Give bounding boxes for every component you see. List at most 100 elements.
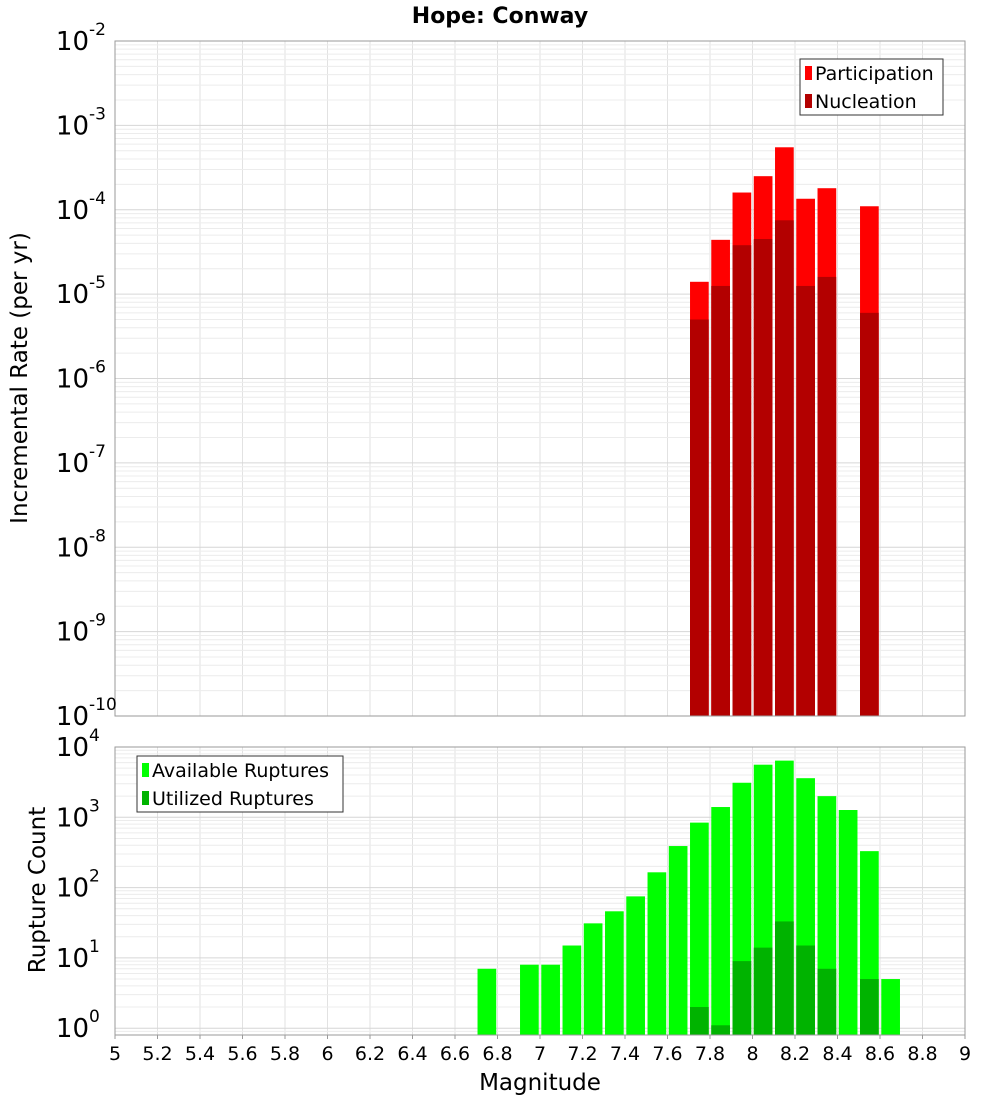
- legend: Participation Nucleation: [799, 58, 944, 116]
- legend-label: Utilized Ruptures: [152, 788, 314, 810]
- x-axis-label: Magnitude: [479, 1070, 601, 1096]
- bar: [690, 822, 709, 1035]
- rate-y-axis-label: Incremental Rate (per yr): [7, 232, 33, 524]
- count-y-axis-label: Rupture Count: [25, 807, 51, 973]
- bar: [690, 319, 709, 716]
- bar: [753, 239, 773, 716]
- x-tick-label: 7.8: [695, 1043, 725, 1065]
- y-tick-label: 10: [56, 365, 89, 395]
- bar: [753, 947, 773, 1035]
- x-tick-label: 7.4: [610, 1043, 640, 1065]
- y-tick-label: 10: [56, 27, 89, 57]
- y-tick-exponent: -3: [89, 104, 106, 124]
- x-tick-label: 6.4: [397, 1043, 427, 1065]
- bar: [583, 923, 603, 1035]
- y-tick-exponent: -10: [89, 695, 117, 715]
- y-tick-label: 10: [56, 803, 89, 833]
- series-nucleation: [690, 220, 879, 717]
- y-tick-exponent: -6: [89, 358, 106, 378]
- series-utilized-ruptures: [690, 921, 879, 1035]
- y-tick-exponent: -5: [89, 273, 106, 293]
- x-tick-label: 5: [109, 1043, 121, 1065]
- bar: [796, 945, 815, 1035]
- bar: [626, 896, 645, 1035]
- y-tick-exponent: -4: [89, 189, 106, 209]
- y-tick-label: 10: [56, 733, 89, 763]
- x-tick-label: 8.8: [907, 1043, 937, 1065]
- y-tick-exponent: -2: [89, 20, 106, 40]
- y-tick-exponent: -9: [89, 611, 106, 631]
- x-tick-label: 6.6: [440, 1043, 470, 1065]
- legend-swatch: [805, 66, 812, 80]
- x-tick-label: 5.2: [142, 1043, 172, 1065]
- bar: [817, 968, 837, 1035]
- legend-swatch: [142, 791, 149, 805]
- bar: [881, 979, 900, 1035]
- y-tick-exponent: 0: [89, 1007, 100, 1027]
- x-tick-label: 6.8: [482, 1043, 512, 1065]
- x-tick-label: 8: [746, 1043, 758, 1065]
- bar: [541, 964, 560, 1035]
- x-tick-label: 7.6: [652, 1043, 682, 1065]
- y-tick-label: 10: [56, 449, 89, 479]
- bar: [817, 276, 837, 716]
- y-tick-exponent: 1: [89, 937, 100, 957]
- y-tick-exponent: -7: [89, 442, 106, 462]
- bar: [732, 961, 752, 1035]
- legend-label: Available Ruptures: [152, 760, 329, 782]
- bar: [562, 945, 582, 1035]
- x-tick-label: 6: [321, 1043, 333, 1065]
- y-tick-label: 10: [56, 702, 89, 732]
- plot-border: [114, 40, 966, 717]
- bar: [732, 245, 752, 717]
- y-tick-exponent: 3: [89, 796, 100, 816]
- legend-box: [799, 58, 944, 116]
- y-tick-exponent: 2: [89, 867, 100, 887]
- x-tick-label: 8.4: [822, 1043, 852, 1065]
- x-tick-label: 6.2: [355, 1043, 385, 1065]
- legend-swatch: [142, 763, 149, 777]
- bar: [477, 968, 497, 1035]
- bar: [520, 964, 539, 1035]
- bar: [647, 872, 667, 1035]
- bar: [775, 220, 794, 717]
- rupture-count-plot: 10 010 110 210 310 45 5.2 5.4 5.6 5.8 6 6.2 6.4 6.6 6.…: [56, 726, 971, 1065]
- legend-label: Participation: [815, 63, 934, 85]
- y-tick-label: 10: [56, 111, 89, 141]
- bar: [711, 285, 730, 716]
- legend: Available Ruptures Utilized Ruptures: [136, 755, 344, 813]
- bar: [668, 846, 688, 1035]
- legend-box: [136, 755, 344, 813]
- bar: [711, 807, 730, 1035]
- y-tick-label: 10: [56, 618, 89, 648]
- bar: [690, 1007, 709, 1035]
- x-tick-label: 7: [534, 1043, 546, 1065]
- y-tick-label: 10: [56, 944, 89, 974]
- y-tick-label: 10: [56, 280, 89, 310]
- x-tick-label: 8.6: [865, 1043, 895, 1065]
- grid: [114, 41, 966, 717]
- x-tick-label: 5.6: [227, 1043, 257, 1065]
- x-tick-label: 5.4: [185, 1043, 215, 1065]
- x-tick-label: 9: [959, 1043, 971, 1065]
- x-tick-label: 5.8: [270, 1043, 300, 1065]
- y-tick-exponent: 4: [89, 726, 100, 746]
- y-tick-exponent: -8: [89, 526, 106, 546]
- x-tick-label: 7.2: [567, 1043, 597, 1065]
- bar: [796, 285, 815, 716]
- bar: [775, 921, 794, 1035]
- y-tick-label: 10: [56, 196, 89, 226]
- bar: [838, 809, 858, 1035]
- bar: [860, 312, 879, 716]
- legend-swatch: [805, 94, 812, 108]
- bar: [711, 1025, 730, 1035]
- legend-label: Nucleation: [815, 91, 917, 113]
- bar: [860, 979, 879, 1035]
- y-tick-label: 10: [56, 874, 89, 904]
- y-tick-label: 10: [56, 533, 89, 563]
- bar: [605, 911, 624, 1035]
- chart-title: Hope: Conway: [412, 4, 588, 29]
- x-tick-label: 8.2: [780, 1043, 810, 1065]
